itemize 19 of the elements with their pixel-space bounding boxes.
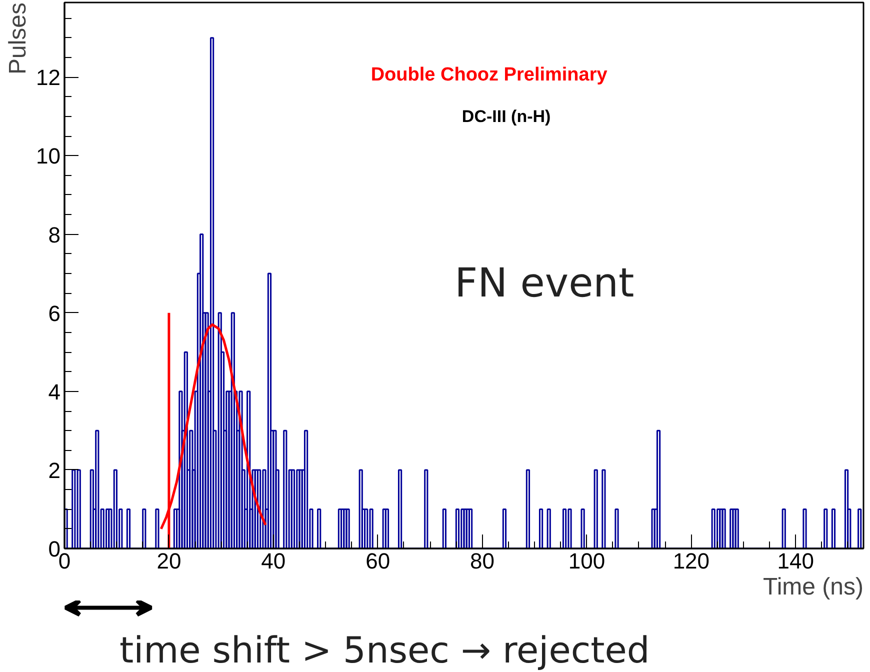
annotation: DC-III (n-H) — [462, 106, 551, 126]
x-tick-label: 80 — [470, 548, 495, 574]
x-tick-label: 40 — [261, 548, 286, 574]
y-tick-label: 2 — [48, 458, 61, 483]
y-tick-label: 4 — [48, 379, 61, 404]
x-tick-label: 140 — [777, 548, 814, 574]
y-axis-title: Pulses — [4, 2, 32, 75]
annotation: Double Chooz Preliminary — [370, 64, 608, 86]
x-axis-title: Time (ns) — [763, 574, 864, 600]
text: time shift > 5nsec → rejected — [120, 630, 650, 672]
x-tick-label: 120 — [672, 548, 710, 574]
annotation: FN event — [454, 260, 634, 306]
x-tick-label: 20 — [156, 548, 182, 574]
y-tick-label: 12 — [36, 65, 61, 90]
y-tick-label: 10 — [36, 144, 61, 169]
y-tick-label: 8 — [48, 222, 61, 248]
x-tick-label: 100 — [568, 548, 606, 574]
y-tick-label: 6 — [48, 300, 61, 326]
x-tick-label: 60 — [366, 548, 390, 574]
